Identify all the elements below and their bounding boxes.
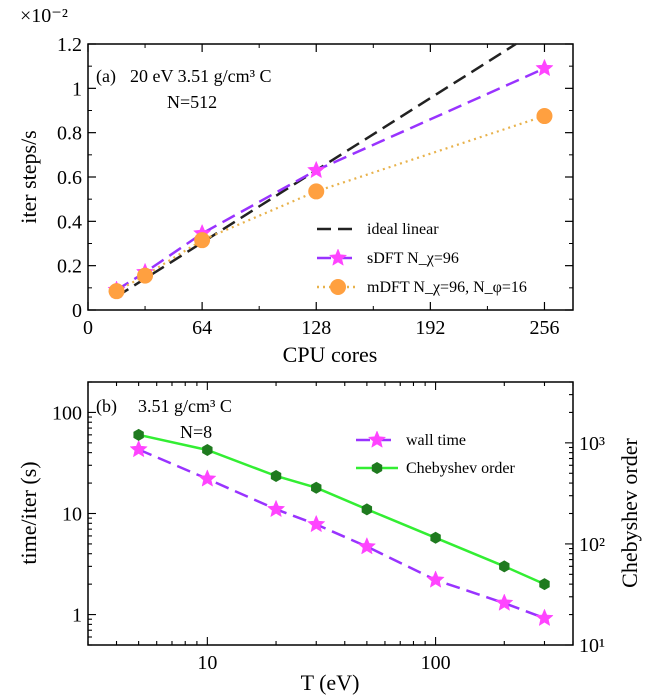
x-tick-label-a: 128 <box>301 317 331 339</box>
data-point-b-0 <box>266 499 286 518</box>
legend-label-b-1: Chebyshev order <box>406 460 516 477</box>
y-axis-label-b: time/iter (s) <box>16 461 41 564</box>
y-tick-label-a: 1.2 <box>57 34 82 56</box>
data-point-a-1 <box>535 58 554 77</box>
data-point-b-0 <box>198 469 217 487</box>
y2-tick-label-b: 10¹ <box>579 635 605 657</box>
series-line-b-0 <box>138 448 545 620</box>
y-tick-label-a: 0.8 <box>57 123 82 145</box>
data-point-b-1 <box>311 481 322 494</box>
data-point-a-2 <box>536 108 553 125</box>
data-point-b-1 <box>133 428 144 441</box>
data-point-a-2 <box>194 232 211 249</box>
data-point-b-1 <box>430 531 441 544</box>
data-point-b-0 <box>357 536 377 555</box>
data-point-b-1 <box>499 560 510 573</box>
legend-label-a-1: sDFT N_χ=96 <box>367 250 459 267</box>
data-point-a-2 <box>108 283 125 300</box>
x-tick-label-a: 0 <box>83 317 93 339</box>
legend-marker-b-0 <box>367 430 387 448</box>
y-tick-label-b: 100 <box>52 402 82 424</box>
y-tick-label-b: 1 <box>72 605 82 627</box>
x-tick-label-a: 64 <box>192 317 212 339</box>
data-point-a-2 <box>137 267 154 284</box>
series-line-a-2 <box>115 114 545 293</box>
x-axis-label-b: T (eV) <box>301 670 360 695</box>
series-line-a-1 <box>115 67 546 292</box>
panel-b: 10 100 1 10 100 10¹ 10² 10³ (b) 3.51 g/cm³ C N=… <box>16 381 642 695</box>
y-tick-label-a: 0 <box>72 300 82 322</box>
data-point-b-1 <box>202 443 213 456</box>
legend-marker-b-1 <box>371 462 383 474</box>
axis-ticks-b: 10 100 1 10 100 10¹ 10² 10³ <box>52 381 605 674</box>
y-tick-label-a: 0.4 <box>57 211 82 233</box>
axis-ticks-a: 0 64 128 192 256 0 0.2 0.4 0.6 0.8 1 1.2 <box>57 34 573 339</box>
legend-marker-a-2 <box>330 279 346 295</box>
legend-label-b-0: wall time <box>406 432 466 449</box>
series-layer-a <box>107 42 554 300</box>
x-tick-label-b: 10 <box>197 652 217 674</box>
y-tick-label-a: 1 <box>72 78 82 100</box>
y-axis-label-a: iter steps/s <box>16 130 41 224</box>
series-layer-b <box>129 428 554 627</box>
x-tick-label-b: 100 <box>421 652 451 674</box>
annotation-a-line1: 20 eV 3.51 g/cm³ C <box>130 66 272 86</box>
data-point-b-1 <box>270 469 282 482</box>
y2-tick-label-b: 10³ <box>579 433 605 455</box>
x-axis-label-a: CPU cores <box>283 342 378 367</box>
series-line-b-1 <box>138 433 546 586</box>
data-point-a-2 <box>308 183 325 200</box>
legend-a: ideal linear sDFT N_χ=96 mDFT N_χ=96, N_φ=… <box>317 221 527 296</box>
y2-tick-label-b: 10² <box>579 534 605 556</box>
data-point-b-0 <box>426 570 445 588</box>
y-tick-label-a: 0.6 <box>57 167 82 189</box>
data-point-b-1 <box>361 503 373 516</box>
y-multiplier-a: ×10⁻² <box>20 5 68 27</box>
legend-marker-a-1 <box>328 248 348 266</box>
x-tick-label-a: 192 <box>415 317 445 339</box>
x-tick-label-a: 256 <box>529 317 559 339</box>
data-point-b-1 <box>539 578 550 591</box>
legend-label-a-0: ideal linear <box>367 221 439 238</box>
data-point-b-0 <box>495 593 514 611</box>
y-tick-label-a: 0.2 <box>57 256 82 278</box>
annotation-a-line2: N=512 <box>167 92 217 112</box>
legend-b: wall time Chebyshev order <box>356 430 516 477</box>
legend-label-a-2: mDFT N_χ=96, N_φ=16 <box>367 279 527 296</box>
y-tick-label-b: 10 <box>62 504 82 526</box>
data-point-b-0 <box>307 514 326 533</box>
annotation-b-line1: 3.51 g/cm³ C <box>138 396 232 416</box>
data-point-b-0 <box>129 439 148 458</box>
data-point-b-0 <box>535 608 554 627</box>
data-point-a-1 <box>307 160 326 179</box>
annotation-b-line2: N=8 <box>180 422 212 442</box>
panel-label-b: (b) <box>96 396 117 417</box>
panel-label-a: (a) <box>96 66 116 87</box>
y2-axis-label-b: Chebyshev order <box>617 437 642 587</box>
